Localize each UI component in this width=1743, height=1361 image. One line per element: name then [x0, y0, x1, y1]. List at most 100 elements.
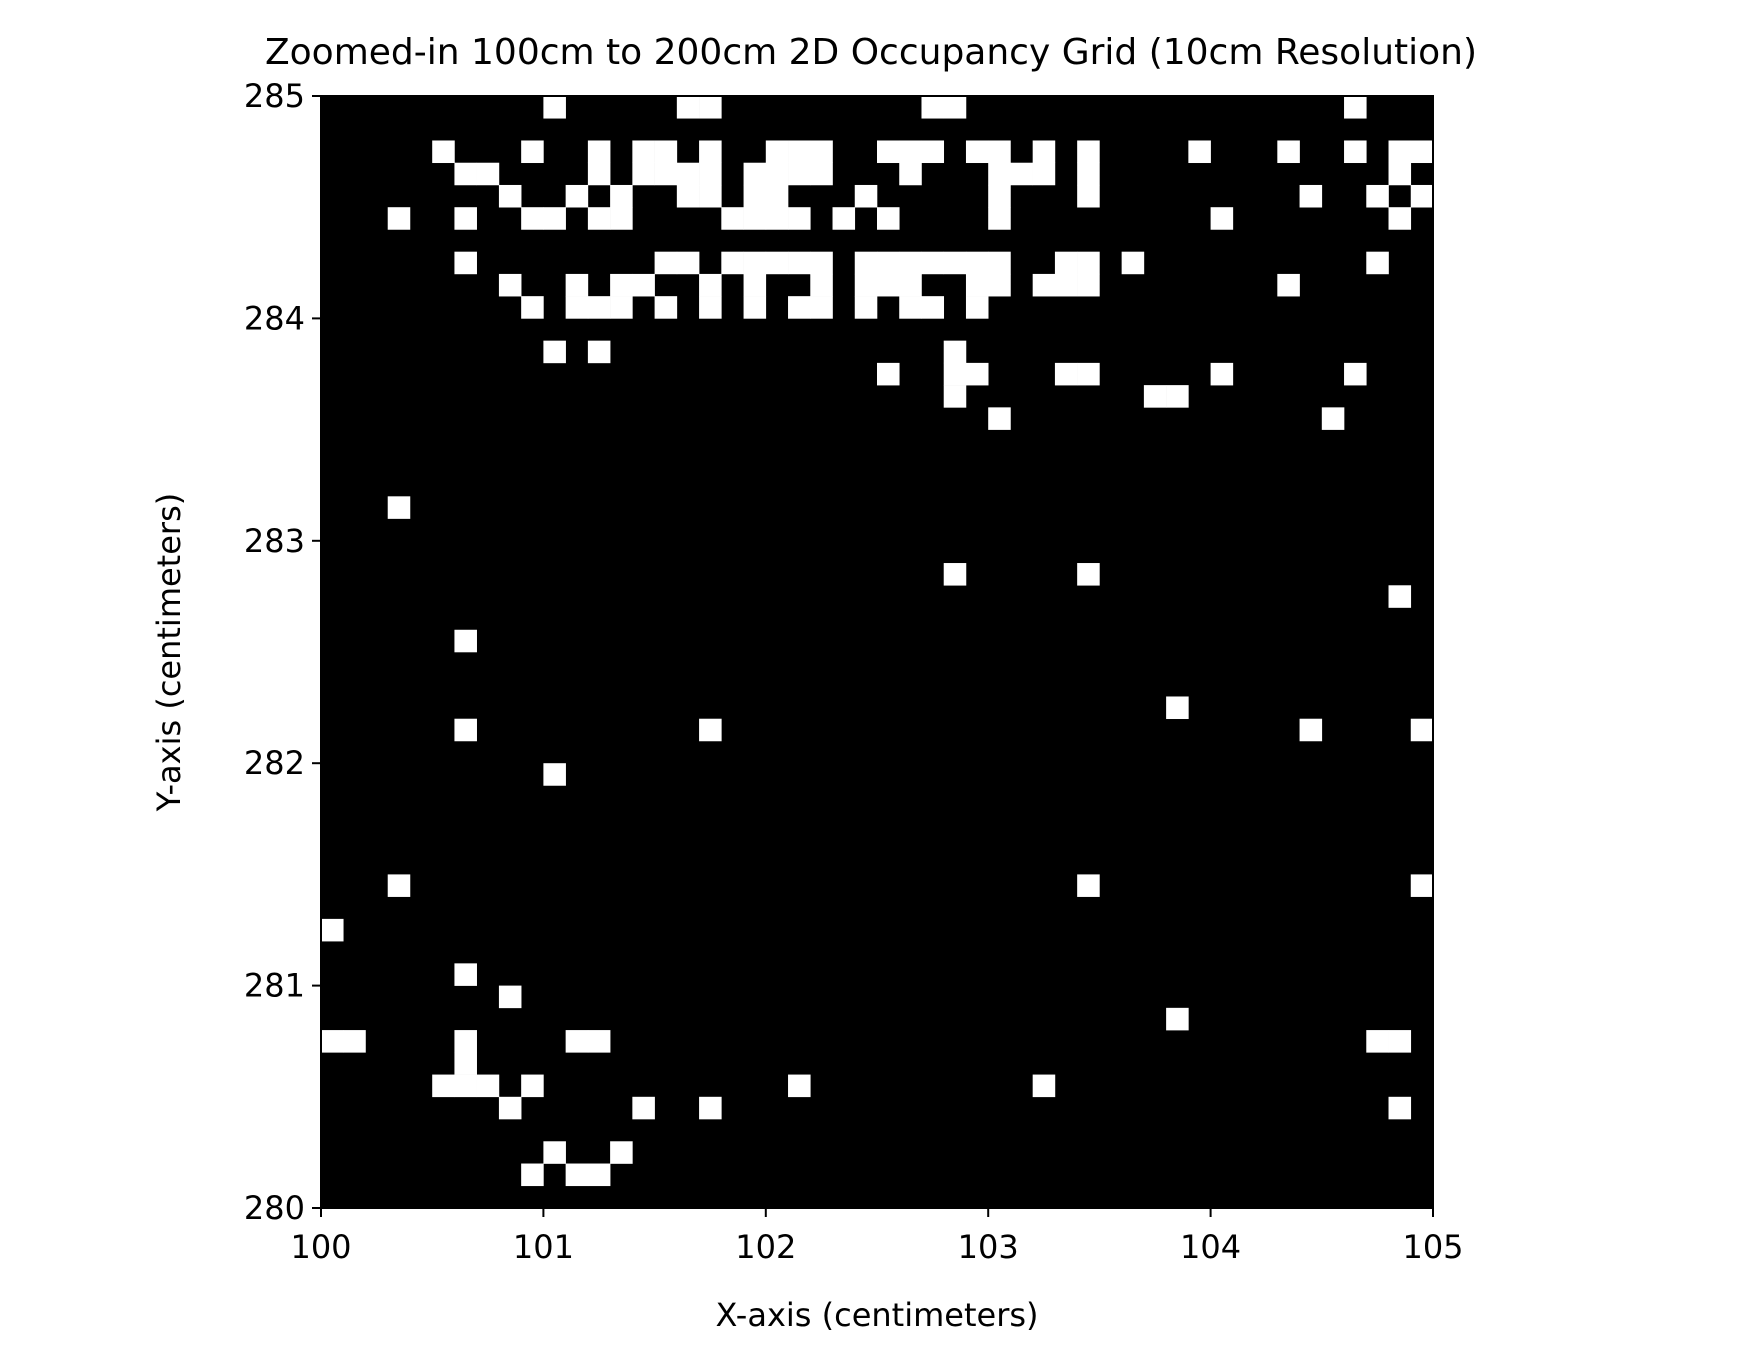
occupied-cell — [810, 251, 833, 275]
occupied-cell — [565, 184, 589, 208]
occupied-cell — [654, 296, 678, 319]
occupied-cell — [877, 273, 900, 297]
occupied-cell — [1410, 718, 1434, 742]
occupied-cell — [965, 140, 989, 164]
occupied-cell — [454, 251, 477, 275]
occupied-cell — [587, 1163, 611, 1187]
occupied-cell — [654, 162, 678, 186]
x-tick-label: 103 — [958, 1228, 1019, 1266]
occupied-cell — [1344, 362, 1367, 386]
occupied-cell — [810, 162, 833, 186]
occupied-cell — [1077, 273, 1100, 297]
x-axis-label: X-axis (centimeters) — [715, 1296, 1038, 1334]
x-tick-label: 100 — [290, 1228, 351, 1266]
occupied-cell — [676, 162, 700, 186]
occupied-cell — [788, 140, 811, 164]
occupied-cell — [454, 1052, 477, 1075]
occupied-cell — [454, 963, 477, 986]
occupied-cell — [543, 1141, 566, 1164]
y-tick-label: 282 — [244, 744, 305, 782]
occupied-cell — [988, 407, 1011, 430]
occupied-cell — [765, 162, 789, 186]
occupied-cell — [521, 1074, 544, 1098]
occupied-cell — [565, 1163, 589, 1187]
occupied-cell — [1210, 362, 1234, 386]
chart-title: Zoomed-in 100cm to 200cm 2D Occupancy Gr… — [265, 32, 1477, 73]
occupied-cell — [965, 273, 989, 297]
occupied-cell — [587, 1030, 611, 1053]
occupied-cell — [1344, 140, 1367, 164]
occupied-cell — [1054, 362, 1078, 386]
occupied-cell — [1166, 385, 1189, 408]
occupied-cell — [632, 140, 655, 164]
x-tick-label: 105 — [1402, 1228, 1463, 1266]
occupied-cell — [1366, 251, 1389, 275]
occupied-cell — [1077, 563, 1100, 586]
occupied-cell — [343, 1030, 366, 1053]
occupied-cell — [1321, 407, 1345, 430]
occupied-cell — [899, 273, 922, 297]
occupied-cell — [877, 140, 900, 164]
occupied-cell — [610, 207, 633, 230]
occupied-cell — [1188, 140, 1211, 164]
occupied-cell — [1077, 362, 1100, 386]
occupied-cell — [988, 162, 1011, 186]
y-axis-label: Y-axis (centimeters) — [150, 493, 188, 812]
occupied-cell — [476, 162, 500, 186]
occupied-cell — [565, 273, 589, 297]
occupied-cell — [1054, 273, 1078, 297]
occupied-cell — [676, 251, 700, 275]
occupancy-cells — [321, 96, 1434, 1208]
occupied-cell — [743, 296, 767, 319]
occupied-cell — [854, 251, 878, 275]
occupied-cell — [699, 296, 722, 319]
occupied-cell — [387, 496, 411, 519]
occupied-cell — [676, 184, 700, 208]
occupied-cell — [743, 273, 767, 297]
occupied-cell — [699, 184, 722, 208]
occupied-cell — [699, 718, 722, 742]
occupied-cell — [454, 207, 477, 230]
occupied-cell — [743, 162, 767, 186]
occupied-cell — [1077, 140, 1100, 164]
occupied-cell — [498, 184, 522, 208]
occupied-cell — [587, 340, 611, 364]
occupied-cell — [387, 207, 411, 230]
occupied-cell — [498, 985, 522, 1009]
occupied-cell — [1077, 162, 1100, 186]
occupied-cell — [1121, 251, 1145, 275]
occupied-cell — [1388, 585, 1412, 608]
occupied-cell — [1366, 184, 1389, 208]
occupied-cell — [476, 1074, 500, 1098]
occupied-cell — [1032, 140, 1056, 164]
x-tick-label: 102 — [735, 1228, 796, 1266]
occupied-cell — [899, 162, 922, 186]
occupied-cell — [788, 1074, 811, 1098]
occupied-cell — [1032, 162, 1056, 186]
occupied-cell — [743, 184, 767, 208]
occupied-cell — [1277, 273, 1300, 297]
occupied-cell — [654, 140, 678, 164]
occupied-cell — [498, 1096, 522, 1120]
occupied-cell — [432, 140, 455, 164]
occupied-cell — [587, 162, 611, 186]
occupied-cell — [899, 140, 922, 164]
occupied-cell — [454, 1074, 477, 1098]
occupied-cell — [965, 251, 989, 275]
occupied-cell — [1210, 207, 1234, 230]
occupied-cell — [1032, 1074, 1056, 1098]
occupied-cell — [610, 1141, 633, 1164]
occupied-cell — [454, 162, 477, 186]
occupied-cell — [788, 162, 811, 186]
occupied-cell — [810, 273, 833, 297]
occupied-cell — [743, 251, 767, 275]
occupied-cell — [1410, 874, 1434, 897]
occupied-cell — [1388, 1030, 1412, 1053]
occupied-cell — [321, 918, 344, 942]
occupied-cell — [676, 96, 700, 119]
y-tick-label: 280 — [244, 1189, 305, 1227]
occupied-cell — [1299, 718, 1323, 742]
occupied-cell — [943, 385, 967, 408]
occupied-cell — [943, 340, 967, 364]
occupied-cell — [1388, 162, 1412, 186]
